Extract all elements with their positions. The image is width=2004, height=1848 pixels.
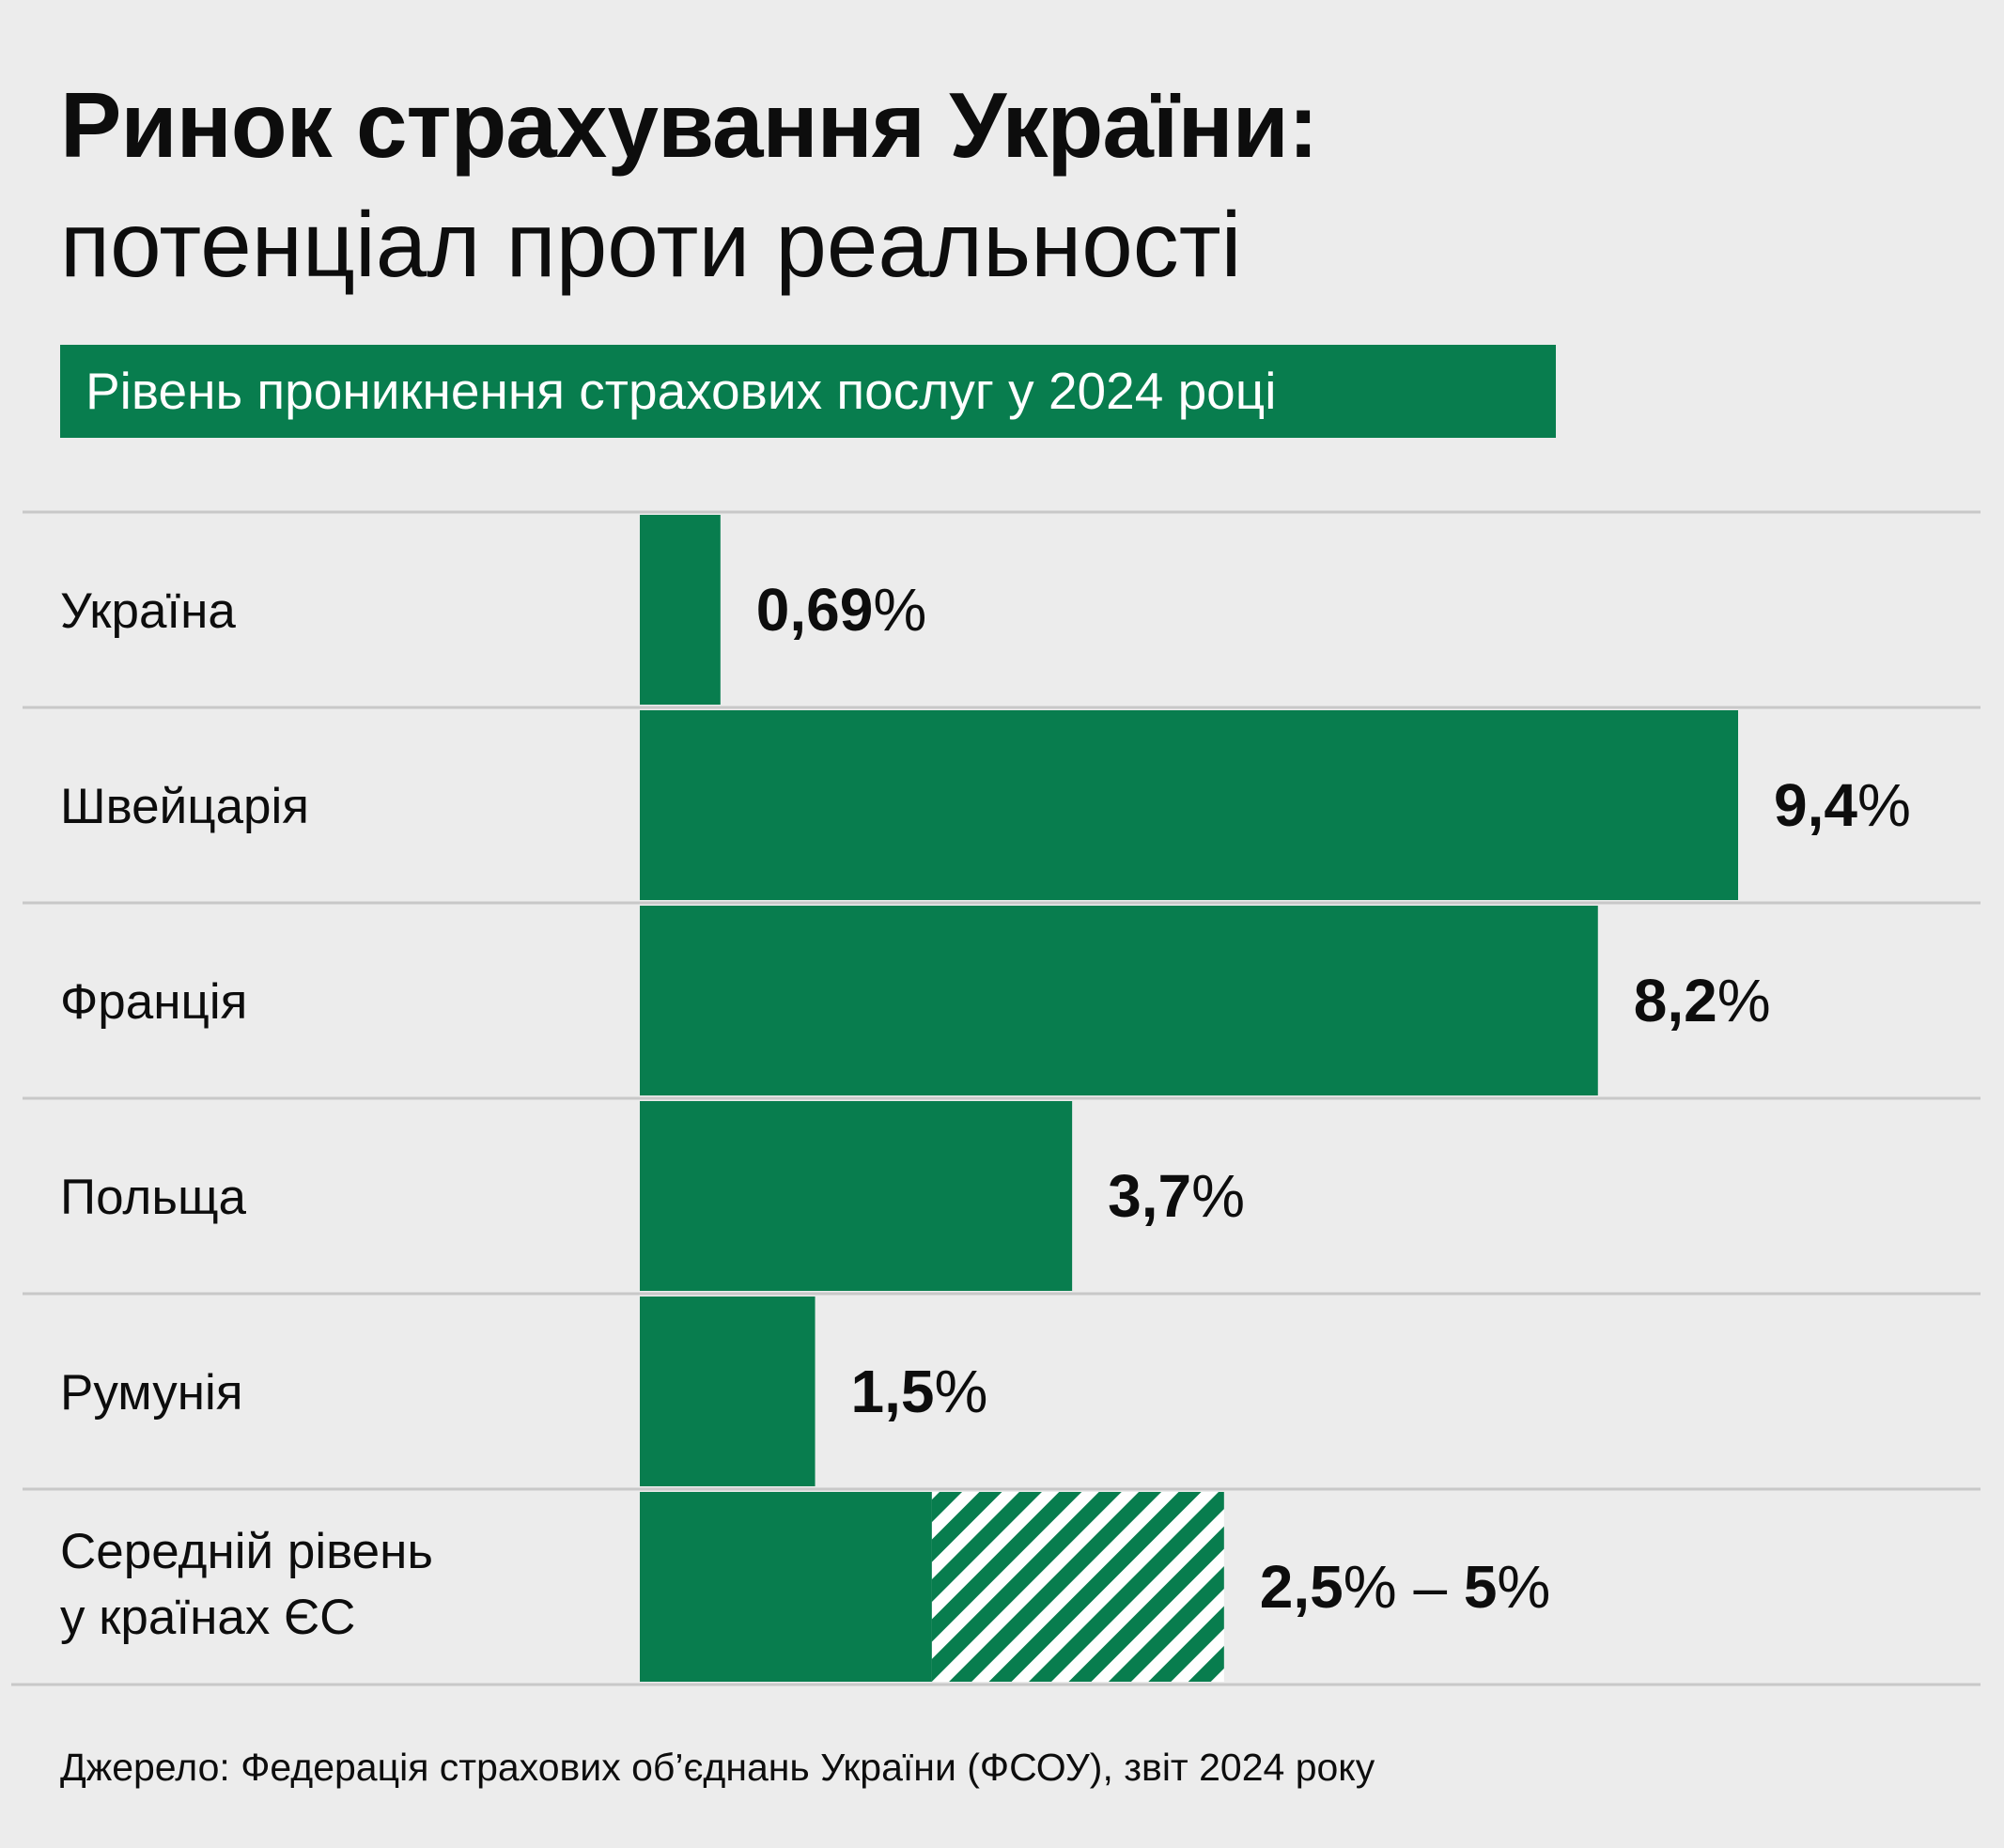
value-label: 0,69% — [756, 576, 926, 644]
bar — [640, 1297, 816, 1486]
category-label: Франція — [60, 974, 247, 1030]
value-label: 3,7% — [1108, 1162, 1245, 1230]
bar — [640, 515, 721, 705]
bar — [640, 1492, 932, 1682]
bar — [640, 1101, 1073, 1291]
value-label: 1,5% — [851, 1358, 988, 1425]
category-label: Швейцарія — [60, 779, 309, 834]
category-label: Румунія — [60, 1365, 243, 1421]
source-note: Джерело: Федерація страхових об’єднань У… — [60, 1746, 1375, 1789]
category-label: Середній рівень у країнах ЄС — [60, 1524, 433, 1645]
bar — [640, 906, 1598, 1095]
subtitle-text: Рівень проникнення страхових послуг у 20… — [85, 362, 1277, 420]
value-label: 2,5% – 5% — [1260, 1553, 1551, 1621]
subtitle-banner: Рівень проникнення страхових послуг у 20… — [60, 345, 1556, 438]
bar — [640, 710, 1738, 900]
bar-chart: Україна 0,69% Швейцарія 9,4% Франція 8,2% Поль… — [11, 510, 1981, 1686]
chart-title-line-2: потенціал проти реальності — [60, 193, 1242, 296]
chart-title: Ринок страхування України: — [60, 73, 1319, 177]
value-label: 9,4% — [1774, 771, 1911, 839]
category-label: Україна — [60, 583, 236, 639]
value-label: 8,2% — [1634, 967, 1771, 1034]
range-bar — [931, 1492, 1224, 1682]
category-label: Польща — [60, 1170, 247, 1225]
